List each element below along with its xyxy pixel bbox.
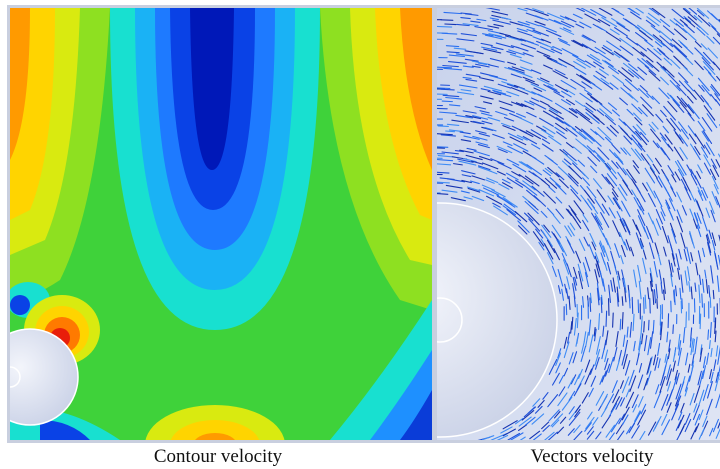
vector-arrow [613,313,614,327]
figure: Contour velocity Vectors velocity [0,0,720,469]
vector-arrow [606,311,607,326]
caption: Contour velocity [154,446,283,467]
vector-arrow [708,330,709,339]
vector-arrow [620,319,621,329]
vector-arrow [441,20,453,21]
vector-arrow [446,131,455,132]
page: {"panels": [{"caption": "Contour velocit… [0,0,720,469]
vector-arrow [702,294,703,307]
vector-arrow [644,322,645,332]
vector-arrow [601,298,602,313]
contour-plot [0,8,432,469]
vector-arrow [673,325,674,334]
vector-arrow [442,101,452,102]
vector-arrow [437,88,450,89]
vector-arrow [632,297,633,313]
vector-arrow [644,298,645,314]
vector-arrow [622,297,623,306]
vector-arrow [445,24,456,25]
vector-arrow [435,26,452,27]
vector-arrow [713,290,714,298]
vector-arrow [645,295,646,308]
caption: Vectors velocity [531,446,654,467]
vector-arrow [715,322,716,334]
vector-arrow [590,298,591,311]
vector-arrow [437,67,451,68]
